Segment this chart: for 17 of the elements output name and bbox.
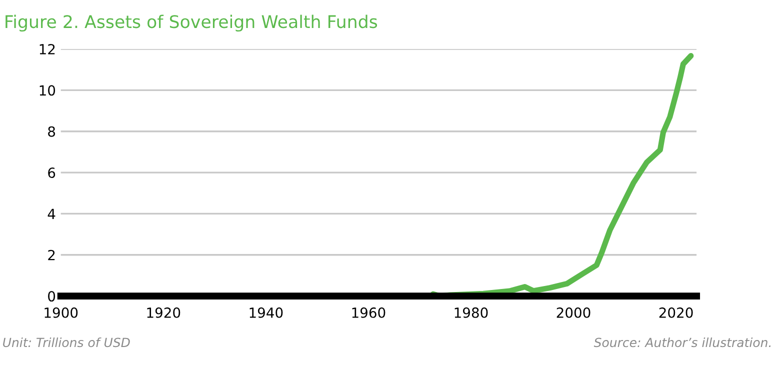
- x-tick-label: 1920: [147, 307, 180, 318]
- text: Unit: Trillions of USD: [3, 337, 130, 348]
- x-tick-label: 1980: [454, 307, 488, 318]
- x-tick-label: 1960: [352, 307, 386, 318]
- y-tick-label: 6: [48, 168, 56, 178]
- x-tick-label: 1900: [44, 307, 78, 318]
- y-tick-label: 4: [48, 208, 56, 219]
- y-tick-label: 12: [40, 44, 55, 54]
- x-tick-label: 1940: [250, 307, 283, 318]
- x-tick-label: 2020: [659, 307, 693, 318]
- y-tick-label: 8: [48, 126, 56, 137]
- y-tick-label: 0: [48, 291, 56, 302]
- chart-title: Figure 2. Assets of Sovereign Wealth Funds: [6, 14, 378, 32]
- y-tick-label: 2: [48, 250, 55, 260]
- source-note: Source: Author’s illustration.: [594, 337, 771, 348]
- x-tick-label: 2000: [556, 307, 590, 318]
- y-tick-label: 10: [40, 85, 56, 96]
